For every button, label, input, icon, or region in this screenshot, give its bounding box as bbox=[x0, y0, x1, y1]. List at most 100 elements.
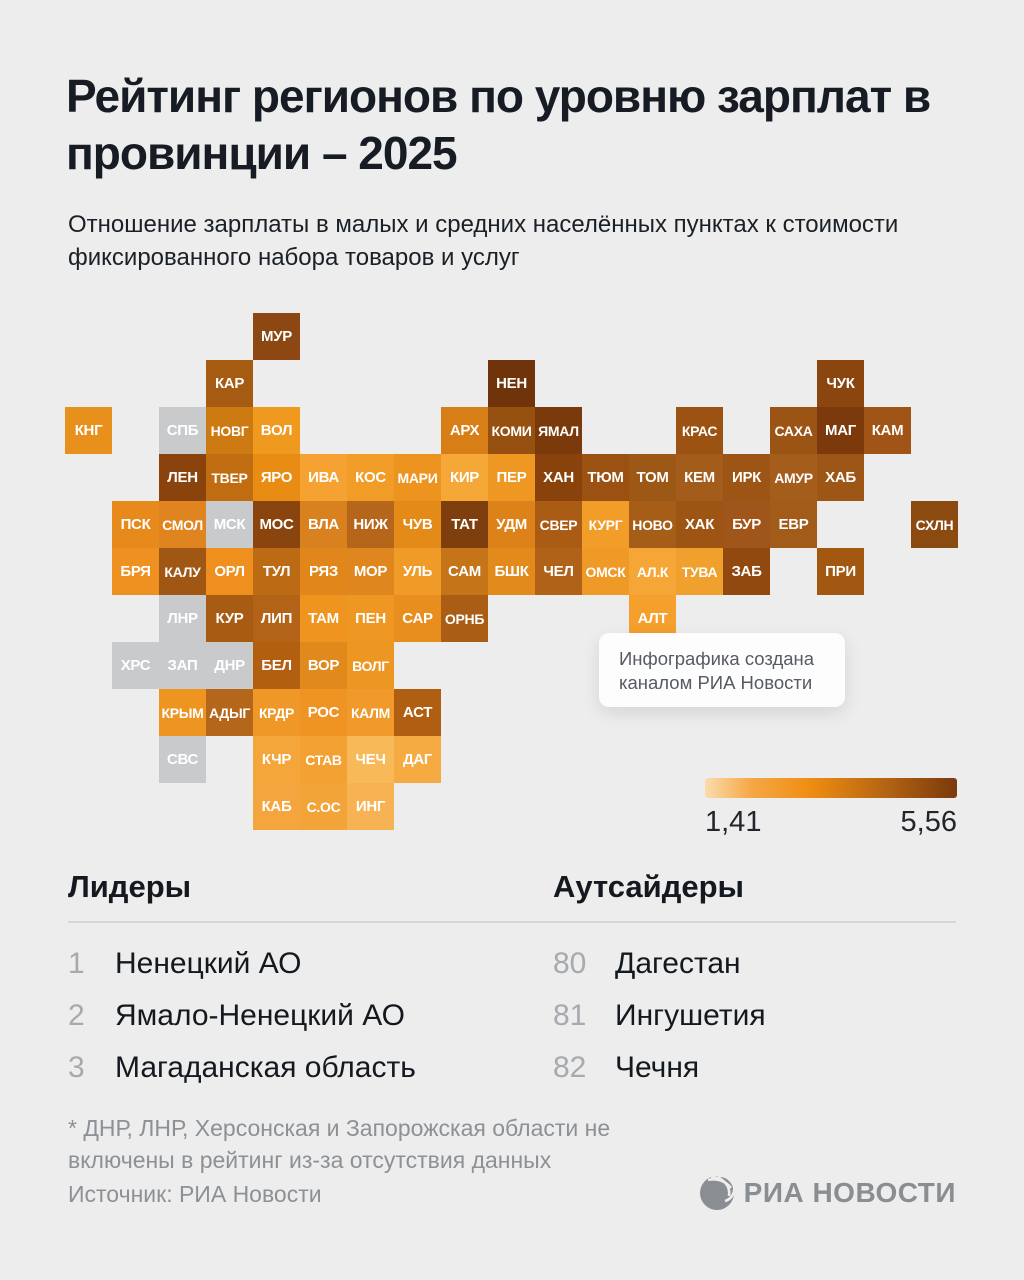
leader-row: 1 Ненецкий АО bbox=[68, 947, 416, 981]
map-tile-ЕВР: ЕВР bbox=[770, 501, 817, 548]
region-name: Ненецкий АО bbox=[115, 947, 302, 980]
leader-row: 3 Магаданская область bbox=[68, 1051, 416, 1085]
legend-min-value: 1,41 bbox=[705, 806, 762, 838]
callout-bubble: Инфографика создана каналом РИА Новости bbox=[599, 633, 845, 707]
map-tile-ЯМАЛ: ЯМАЛ bbox=[535, 407, 582, 454]
map-tile-ОРЛ: ОРЛ bbox=[206, 548, 253, 595]
logo-text: РИА НОВОСТИ bbox=[743, 1177, 956, 1208]
region-name: Дагестан bbox=[615, 947, 741, 980]
color-legend: 1,41 5,56 bbox=[705, 778, 957, 839]
map-tile-УДМ: УДМ bbox=[488, 501, 535, 548]
map-tile-САХА: САХА bbox=[770, 407, 817, 454]
leaders-list: 1 Ненецкий АО 2 Ямало-Ненецкий АО 3 Магаданск… bbox=[68, 947, 416, 1085]
map-tile-ПСК: ПСК bbox=[112, 501, 159, 548]
map-tile-КРДР: КРДР bbox=[253, 689, 300, 736]
map-tile-ЗАБ: ЗАБ bbox=[723, 548, 770, 595]
map-tile-САМ: САМ bbox=[441, 548, 488, 595]
region-name: Чечня bbox=[615, 1051, 700, 1084]
map-tile-НОВО: НОВО bbox=[629, 501, 676, 548]
map-tile-КУР: КУР bbox=[206, 595, 253, 642]
map-tile-СВЕР: СВЕР bbox=[535, 501, 582, 548]
map-tile-КЧР: КЧР bbox=[253, 736, 300, 783]
map-tile-ВЛА: ВЛА bbox=[300, 501, 347, 548]
map-tile-РЯЗ: РЯЗ bbox=[300, 548, 347, 595]
map-tile-КАР: КАР bbox=[206, 360, 253, 407]
map-tile-ПРИ: ПРИ bbox=[817, 548, 864, 595]
map-tile-ЧУК: ЧУК bbox=[817, 360, 864, 407]
map-tile-КУРГ: КУРГ bbox=[582, 501, 629, 548]
map-tile-ТЮМ: ТЮМ bbox=[582, 454, 629, 501]
map-tile-КРАС: КРАС bbox=[676, 407, 723, 454]
map-tile-СТАВ: СТАВ bbox=[300, 736, 347, 783]
map-tile-НИЖ: НИЖ bbox=[347, 501, 394, 548]
legend-max-value: 5,56 bbox=[900, 806, 957, 838]
map-tile-АЛ.К: АЛ.К bbox=[629, 548, 676, 595]
map-tile-ХАК: ХАК bbox=[676, 501, 723, 548]
map-tile-НЕН: НЕН bbox=[488, 360, 535, 407]
map-tile-ХРС: ХРС bbox=[112, 642, 159, 689]
map-tile-БЕЛ: БЕЛ bbox=[253, 642, 300, 689]
page-subtitle: Отношение зарплаты в малых и средних нас… bbox=[68, 211, 899, 271]
outsiders-heading: Аутсайдеры bbox=[553, 869, 745, 904]
map-tile-АМУР: АМУР bbox=[770, 454, 817, 501]
map-tile-ЧЕЧ: ЧЕЧ bbox=[347, 736, 394, 783]
map-tile-КНГ: КНГ bbox=[65, 407, 112, 454]
rank-number: 1 bbox=[68, 947, 85, 980]
map-tile-ТОМ: ТОМ bbox=[629, 454, 676, 501]
map-tile-ИРК: ИРК bbox=[723, 454, 770, 501]
map-tile-КОС: КОС bbox=[347, 454, 394, 501]
map-tile-МАГ: МАГ bbox=[817, 407, 864, 454]
map-tile-ЛНР: ЛНР bbox=[159, 595, 206, 642]
map-tile-ПЕР: ПЕР bbox=[488, 454, 535, 501]
map-tile-НОВГ: НОВГ bbox=[206, 407, 253, 454]
region-name: Ингушетия bbox=[615, 999, 766, 1032]
map-tile-МАРИ: МАРИ bbox=[394, 454, 441, 501]
map-tile-ВОЛГ: ВОЛГ bbox=[347, 642, 394, 689]
map-tile-КАБ: КАБ bbox=[253, 783, 300, 830]
map-tile-ЧЕЛ: ЧЕЛ bbox=[535, 548, 582, 595]
map-tile-ЛИП: ЛИП bbox=[253, 595, 300, 642]
region-name: Магаданская область bbox=[115, 1051, 416, 1084]
map-tile-СВС: СВС bbox=[159, 736, 206, 783]
rank-number: 80 bbox=[553, 947, 587, 980]
map-tile-СПБ: СПБ bbox=[159, 407, 206, 454]
outsider-row: 81 Ингушетия bbox=[553, 999, 766, 1033]
map-tile-МУР: МУР bbox=[253, 313, 300, 360]
rank-number: 82 bbox=[553, 1051, 587, 1084]
map-tile-ОРНБ: ОРНБ bbox=[441, 595, 488, 642]
section-divider bbox=[68, 921, 956, 923]
map-tile-ХАБ: ХАБ bbox=[817, 454, 864, 501]
outsider-row: 82 Чечня bbox=[553, 1051, 766, 1085]
rank-number: 2 bbox=[68, 999, 85, 1032]
rank-number: 81 bbox=[553, 999, 587, 1032]
globe-icon bbox=[698, 1174, 736, 1212]
map-tile-ОМСК: ОМСК bbox=[582, 548, 629, 595]
map-tile-ХАН: ХАН bbox=[535, 454, 582, 501]
legend-gradient-bar bbox=[705, 778, 957, 798]
map-tile-ТУВА: ТУВА bbox=[676, 548, 723, 595]
map-tile-КИР: КИР bbox=[441, 454, 488, 501]
map-tile-КАЛУ: КАЛУ bbox=[159, 548, 206, 595]
map-tile-КРЫМ: КРЫМ bbox=[159, 689, 206, 736]
legend-labels: 1,41 5,56 bbox=[705, 806, 957, 839]
map-tile-МСК: МСК bbox=[206, 501, 253, 548]
map-tile-КАЛМ: КАЛМ bbox=[347, 689, 394, 736]
map-tile-ТУЛ: ТУЛ bbox=[253, 548, 300, 595]
map-tile-ЛЕН: ЛЕН bbox=[159, 454, 206, 501]
map-tile-БУР: БУР bbox=[723, 501, 770, 548]
map-tile-ТАТ: ТАТ bbox=[441, 501, 488, 548]
map-tile-БШК: БШК bbox=[488, 548, 535, 595]
map-tile-ВОЛ: ВОЛ bbox=[253, 407, 300, 454]
map-tile-ЗАП: ЗАП bbox=[159, 642, 206, 689]
map-tile-ДАГ: ДАГ bbox=[394, 736, 441, 783]
map-tile-КАМ: КАМ bbox=[864, 407, 911, 454]
outsider-row: 80 Дагестан bbox=[553, 947, 766, 981]
map-tile-АСТ: АСТ bbox=[394, 689, 441, 736]
outsiders-list: 80 Дагестан 81 Ингушетия 82 Чечня bbox=[553, 947, 766, 1085]
map-tile-ТВЕР: ТВЕР bbox=[206, 454, 253, 501]
region-tile-map: МУР КАР НЕН ЧУК КНГ СПБ НОВГ ВОЛ АРХ КОМИ ЯМАЛ КРАС… bbox=[65, 313, 958, 830]
map-tile-ПЕН: ПЕН bbox=[347, 595, 394, 642]
map-tile-ИВА: ИВА bbox=[300, 454, 347, 501]
map-tile-ТАМ: ТАМ bbox=[300, 595, 347, 642]
leader-row: 2 Ямало-Ненецкий АО bbox=[68, 999, 416, 1033]
